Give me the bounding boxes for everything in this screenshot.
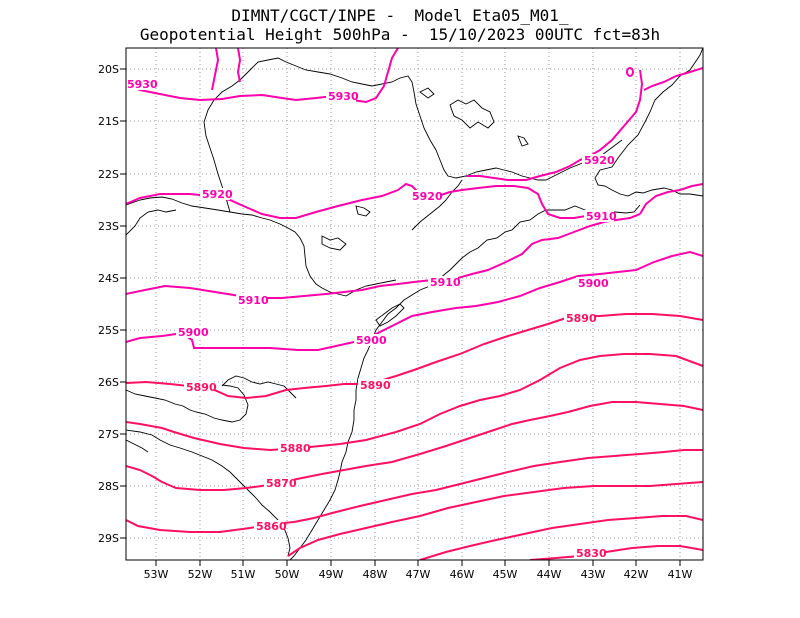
lon-label: 49W bbox=[319, 568, 344, 581]
lon-label: 44W bbox=[537, 568, 562, 581]
contour-5930-east bbox=[466, 69, 644, 181]
map-title-line-2: Geopotential Height 500hPa - 15/10/2023 … bbox=[139, 25, 661, 44]
contour-blob bbox=[626, 67, 634, 77]
contour-label: 5890 bbox=[186, 381, 217, 394]
lon-label: 47W bbox=[406, 568, 431, 581]
contour-5830 bbox=[529, 545, 703, 560]
coastline-and-borders bbox=[126, 48, 703, 560]
lon-label: 51W bbox=[231, 568, 256, 581]
contour-label: 5910 bbox=[430, 276, 461, 289]
lon-label: 45W bbox=[493, 568, 518, 581]
contour-label: 5890 bbox=[566, 312, 597, 325]
longitude-labels: 53W 52W 51W 50W 49W 48W 47W 46W 45W 44W … bbox=[144, 568, 693, 581]
lon-label: 43W bbox=[581, 568, 606, 581]
lat-label: 29S bbox=[98, 532, 119, 545]
lat-label: 26S bbox=[98, 376, 119, 389]
contour-5930-northeast bbox=[643, 67, 703, 91]
lat-label: 24S bbox=[98, 272, 119, 285]
contour-labels: 5930 5930 5920 5920 5920 5910 5910 5910 … bbox=[124, 78, 617, 560]
contour-5930-northwest bbox=[211, 48, 220, 91]
contour-label: 5930 bbox=[328, 90, 359, 103]
contour-label: 5920 bbox=[202, 188, 233, 201]
lon-label: 42W bbox=[624, 568, 649, 581]
lon-label: 48W bbox=[363, 568, 388, 581]
contour-5920-north bbox=[126, 182, 587, 219]
contour-label: 5870 bbox=[266, 477, 297, 490]
lon-label: 52W bbox=[188, 568, 213, 581]
map-title-line-1: DIMNT/CGCT/INPE - Model Eta05_M01_ bbox=[231, 6, 569, 25]
contour-label: 5920 bbox=[584, 154, 615, 167]
geopotential-contours bbox=[126, 48, 703, 560]
contour-5870 bbox=[126, 401, 703, 491]
contour-label: 5860 bbox=[256, 520, 287, 533]
contour-5930-north bbox=[236, 48, 242, 83]
lat-label: 23S bbox=[98, 220, 119, 233]
lon-label: 53W bbox=[144, 568, 169, 581]
contour-label: 5910 bbox=[586, 210, 617, 223]
contour-label: 5900 bbox=[578, 277, 609, 290]
lat-label: 22S bbox=[98, 168, 119, 181]
contour-label: 5910 bbox=[238, 294, 269, 307]
contour-5930-west bbox=[126, 48, 399, 104]
lon-label: 50W bbox=[275, 568, 300, 581]
contour-label: 5880 bbox=[280, 442, 311, 455]
lat-label: 27S bbox=[98, 428, 119, 441]
grid-lines bbox=[126, 48, 703, 560]
contour-label: 5830 bbox=[576, 547, 607, 560]
map-frame bbox=[125, 47, 704, 561]
contour-5860 bbox=[126, 449, 703, 533]
lon-label: 46W bbox=[450, 568, 475, 581]
contour-5910 bbox=[126, 213, 641, 299]
lon-label: 41W bbox=[668, 568, 693, 581]
contour-5880 bbox=[126, 353, 703, 452]
lat-label: 21S bbox=[98, 115, 119, 128]
lat-label: 28S bbox=[98, 480, 119, 493]
tick-marks bbox=[120, 68, 681, 566]
contour-5840 bbox=[419, 515, 703, 560]
contour-label: 5890 bbox=[360, 379, 391, 392]
contour-5900 bbox=[126, 250, 703, 351]
contour-5920-east bbox=[639, 183, 703, 215]
lat-label: 25S bbox=[98, 324, 119, 337]
latitude-labels: 20S 21S 22S 23S 24S 25S 26S 27S 28S 29S bbox=[98, 63, 119, 545]
contour-label: 5930 bbox=[127, 78, 158, 91]
contour-5850 bbox=[287, 481, 703, 557]
contour-label: 5900 bbox=[356, 334, 387, 347]
contour-label: 5900 bbox=[178, 326, 209, 339]
contour-label: 5920 bbox=[412, 190, 443, 203]
lat-label: 20S bbox=[98, 63, 119, 76]
